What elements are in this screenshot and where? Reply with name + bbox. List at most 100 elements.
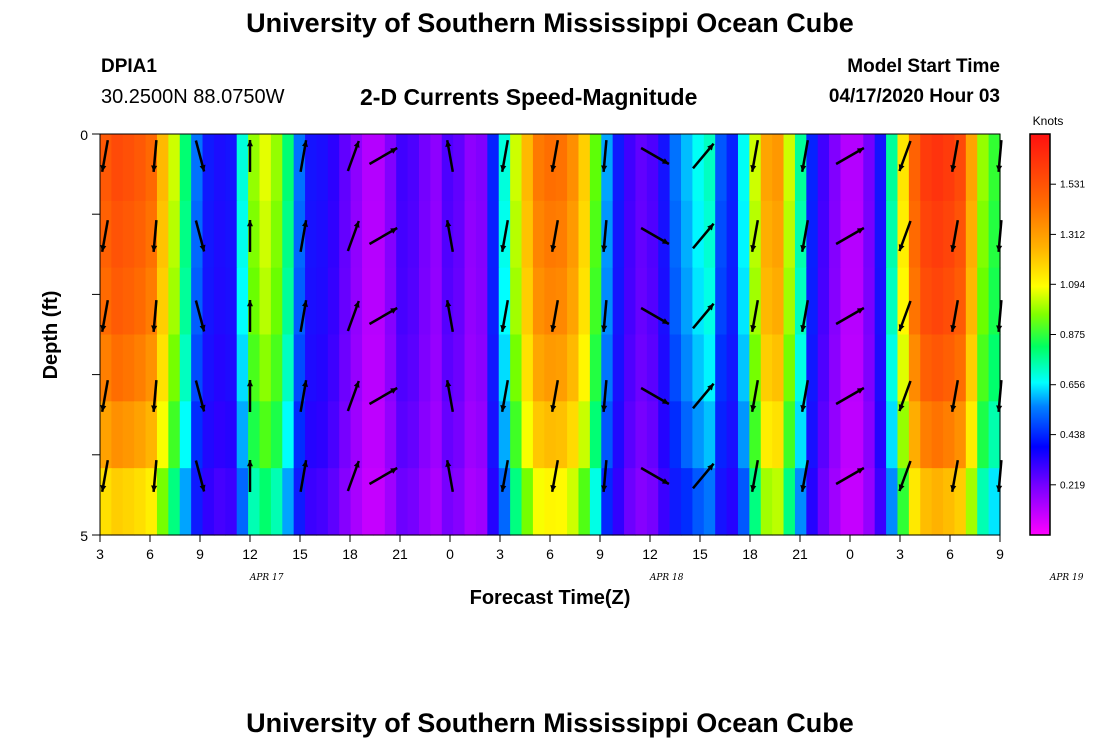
heatmap-cell: [658, 200, 671, 269]
heatmap-cell: [635, 267, 648, 336]
heatmap-cell: [829, 468, 842, 536]
heatmap-cell: [863, 200, 876, 269]
current-vector: [898, 300, 912, 332]
heatmap-cell: [658, 267, 671, 336]
heatmap-cell: [840, 334, 853, 402]
heatmap-cell: [282, 267, 295, 336]
heatmap-cell: [681, 134, 693, 202]
current-vector: [100, 299, 110, 333]
heatmap-cell: [555, 134, 568, 202]
heatmap-cell: [578, 134, 591, 202]
heatmap-cell: [248, 401, 261, 469]
heatmap-cell: [362, 134, 375, 202]
axes: 3 6 9 12 15 18 21 0 3 6 9 12 15 18 21 0 3 6 9 APR 17 APR 18 A…: [80, 127, 1084, 583]
heatmap-cell: [920, 134, 933, 202]
heatmap-cell: [134, 267, 147, 336]
heatmap-cell: [191, 334, 204, 402]
heatmap-cell: [362, 468, 375, 536]
heatmap-cell: [555, 401, 568, 469]
heatmap-cell: [715, 468, 728, 536]
y-tick-label: 0: [80, 127, 88, 143]
heatmap-cell: [737, 134, 750, 202]
x-tick-label: 3: [96, 546, 104, 562]
heatmap-cell: [213, 334, 226, 402]
heatmap-cell: [669, 468, 682, 536]
current-vector: [550, 379, 560, 413]
heatmap-cell: [532, 134, 545, 202]
current-vector: [445, 299, 455, 333]
current-vector: [692, 382, 715, 410]
heatmap-cell: [111, 468, 124, 536]
current-vector: [692, 222, 715, 250]
heatmap-cell: [772, 200, 785, 269]
heatmap-cell: [134, 134, 147, 202]
heatmap-cell: [532, 334, 545, 402]
heatmap-cell: [350, 134, 363, 202]
heatmap-cell: [475, 468, 488, 536]
heatmap-cell: [202, 468, 215, 536]
heatmap-cell: [156, 267, 169, 336]
heatmap-cell: [965, 200, 978, 269]
heatmap-cell: [396, 200, 409, 269]
x-tick-label: 3: [896, 546, 904, 562]
footer-title: University of Southern Mississippi Ocean…: [246, 708, 854, 738]
heatmap-cell: [874, 134, 887, 202]
y-tick-label: 5: [80, 528, 88, 544]
heatmap-cell: [783, 134, 796, 202]
current-vector: [950, 379, 960, 413]
heatmap-cell: [840, 267, 853, 336]
heatmap-cell: [145, 134, 158, 202]
heatmap-cell: [453, 267, 466, 336]
heatmap-cell: [293, 401, 306, 469]
heatmap-cell: [156, 468, 169, 536]
heatmap-cell: [726, 134, 739, 202]
colorbar-tick-label: 0.656: [1060, 380, 1085, 391]
colorbar-tick-label: 1.094: [1060, 280, 1085, 291]
heatmap-cell: [430, 334, 443, 402]
current-vector: [346, 460, 360, 492]
current-vector: [640, 386, 670, 406]
heatmap-cell: [931, 334, 944, 402]
current-vector: [194, 460, 206, 492]
heatmap-cell: [373, 267, 386, 336]
x-tick-label: 15: [292, 546, 308, 562]
heatmap-cell: [726, 468, 739, 536]
heatmap-cell: [134, 468, 147, 536]
current-vector: [151, 459, 158, 493]
heatmap-cell: [806, 401, 819, 469]
heatmap-cell: [453, 401, 466, 469]
heatmap-cell: [122, 401, 135, 469]
heatmap-cell: [692, 200, 705, 269]
heatmap-cell: [407, 267, 420, 336]
heatmap-cell: [817, 134, 830, 202]
heatmap-cell: [601, 200, 614, 269]
x-tick-label: 9: [996, 546, 1004, 562]
heatmap-cell: [396, 267, 409, 336]
current-vector: [601, 219, 608, 253]
heatmap-cell: [737, 468, 750, 536]
heatmap-cell: [669, 200, 682, 269]
heatmap-cell: [783, 334, 796, 402]
heatmap-cell: [772, 334, 785, 402]
heatmap-cell: [908, 134, 921, 202]
heatmap-cell: [851, 267, 864, 336]
heatmap-cell: [863, 267, 876, 336]
colorbar-tick-label: 0.875: [1060, 330, 1085, 341]
heatmap-cell: [191, 401, 204, 469]
heatmap-cell: [350, 468, 363, 536]
heatmap-cell: [487, 401, 500, 469]
x-tick-label: 9: [196, 546, 204, 562]
heatmap-cell: [396, 468, 409, 536]
heatmap-cell: [327, 134, 340, 202]
current-vector: [500, 219, 510, 253]
heatmap-cell: [100, 334, 112, 402]
heatmap-cell: [863, 334, 876, 402]
heatmap-cell: [213, 267, 226, 336]
heatmap-cell: [327, 267, 340, 336]
heatmap-cell: [259, 267, 272, 336]
heatmap-cell: [134, 401, 147, 469]
heatmap-cell: [362, 200, 375, 269]
heatmap-cell: [339, 267, 352, 336]
heatmap-cell: [305, 267, 318, 336]
heatmap-cell: [430, 267, 443, 336]
